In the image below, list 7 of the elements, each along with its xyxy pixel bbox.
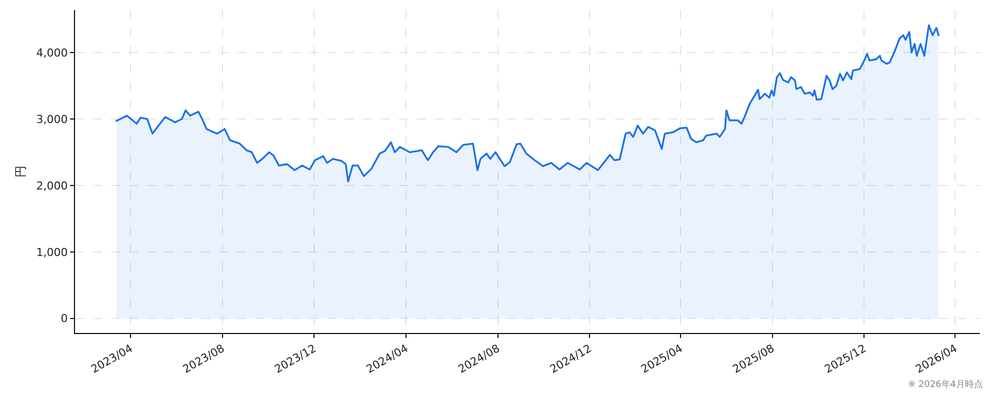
y-tick-label: 4,000 bbox=[36, 46, 68, 60]
y-tick-label: 1,000 bbox=[36, 246, 68, 259]
y-tick-label: 0 bbox=[60, 312, 68, 326]
y-axis-title: 円 bbox=[14, 166, 28, 178]
y-tick-label: 2,000 bbox=[36, 179, 68, 192]
text: ※ 2026年4月時点 bbox=[908, 379, 984, 390]
y-tick-label: 3,000 bbox=[36, 112, 68, 126]
